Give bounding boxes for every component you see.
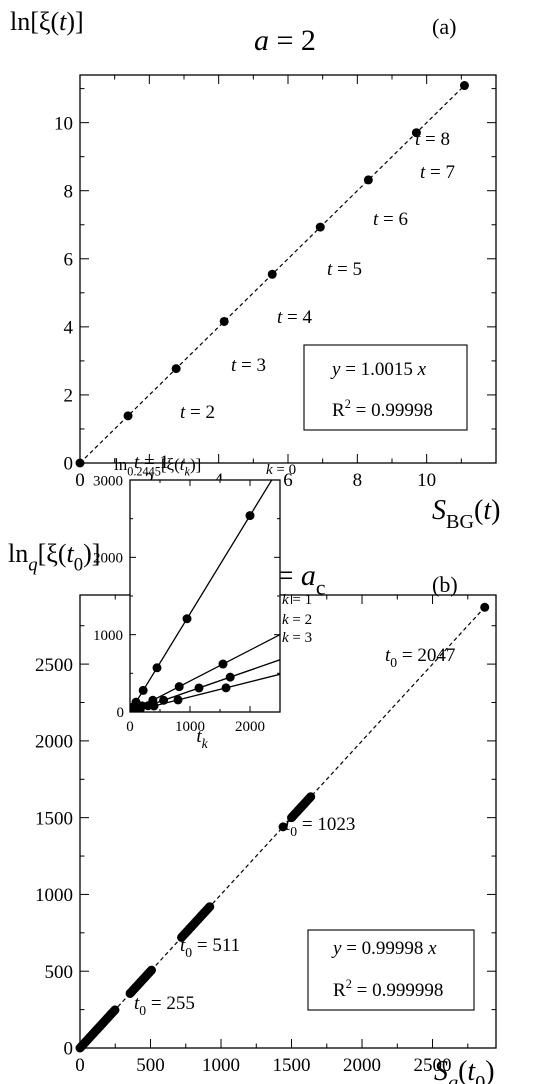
panel-b-point (306, 792, 316, 802)
inset-point (138, 685, 148, 695)
inset-ytick-label: 0 (117, 705, 125, 721)
a-xtick-label: 8 (353, 470, 363, 491)
panel-a-point (411, 128, 421, 138)
panel-a-annotation-5: t = 5 (327, 259, 362, 280)
inset-point (173, 695, 183, 705)
inset-plot-area (130, 480, 280, 712)
panel-a-annotation-1: t = 1 (134, 452, 169, 473)
panel-b-annotation-1: t0 = 511 (180, 935, 240, 960)
panel-b-point (146, 965, 156, 975)
inset-ytick-label: 3000 (93, 473, 123, 489)
panel-b-fit-equation: y = 0.99998 x (331, 938, 437, 959)
a-ytick-label: 0 (64, 454, 74, 475)
inset-xlabel: tk (196, 726, 208, 751)
panel-a-xlabel: SBG(t) (432, 495, 500, 533)
panel-b-ylabel: lnq[ξ(t0)] (8, 539, 100, 575)
panel-a-point (267, 269, 277, 279)
inset-ytick-label: 2000 (93, 551, 123, 567)
panel-b-fit-r2: R2 = 0.999998 (333, 977, 443, 1001)
panel-b-point (205, 902, 215, 912)
panel-a-point (363, 175, 373, 185)
a-ytick-label: 10 (54, 113, 73, 134)
panel-a-point (219, 316, 229, 326)
b-xtick-label: 500 (136, 1055, 165, 1076)
a-xtick-label: 0 (75, 470, 85, 491)
panel-a-title: a = 2 (254, 24, 316, 57)
panel-b-fit-box (307, 929, 475, 1011)
b-xtick-label: 1000 (202, 1055, 240, 1076)
inset-series-label-1: k = 1 (282, 592, 312, 608)
inset-point (130, 707, 135, 712)
panel-a-point (123, 411, 133, 421)
a-ytick-label: 6 (64, 249, 74, 270)
inset-ylabel: ln0.2445[ξ(tk)] (114, 455, 201, 478)
panel-a-annotation-2: t = 2 (180, 402, 215, 423)
a-xtick-label: 10 (417, 470, 436, 491)
panel-b-point (110, 1005, 120, 1015)
a-ytick-label: 4 (64, 318, 74, 339)
panel-b-xlabel: Sq(t0) (434, 1056, 495, 1084)
b-xtick-label: 1500 (273, 1055, 311, 1076)
b-xtick-label: 2000 (343, 1055, 381, 1076)
panel-a-point (171, 364, 181, 374)
inset-background (130, 480, 280, 712)
inset-point (149, 701, 159, 711)
inset-point (218, 659, 228, 669)
panel-b-point (278, 822, 288, 832)
panel-a-annotation-6: t = 6 (373, 209, 408, 230)
panel-b-annotation-3: t0 = 2047 (385, 645, 455, 670)
panel-a-annotation-4: t = 4 (277, 307, 312, 328)
a-xtick-label: 6 (283, 470, 293, 491)
b-ytick-label: 500 (45, 962, 74, 983)
b-xtick-label: 0 (75, 1055, 85, 1076)
inset-xtick-label: 2000 (235, 719, 265, 735)
panel-b-axes (79, 594, 497, 1049)
b-ytick-label: 1500 (35, 808, 73, 829)
panel-a-annotation-3: t = 3 (231, 355, 266, 376)
a-ytick-label: 2 (64, 386, 74, 407)
b-ytick-label: 2000 (35, 732, 73, 753)
panel-a-ylabel: ln[ξ(t)] (10, 7, 84, 36)
inset-series-label-0: k = 0 (266, 462, 296, 478)
a-ytick-label: 8 (64, 181, 74, 202)
inset-point (152, 663, 162, 673)
inset-point (182, 614, 192, 624)
inset-point (174, 682, 184, 692)
inset-point (245, 511, 255, 521)
b-xtick-label: 2500 (414, 1055, 452, 1076)
panel-a-tag: (a) (432, 14, 456, 39)
panel-a-annotation-7: t = 7 (420, 162, 455, 183)
panel-a-fit-r2: R2 = 0.99998 (332, 397, 433, 421)
panel-a-fit-box (303, 344, 468, 431)
inset-point (225, 672, 235, 682)
inset-xtick-label: 1000 (175, 719, 205, 735)
panel-b-annotation-0: t0 = 255 (134, 993, 195, 1018)
panel-a-annotation-8: t = 8 (415, 129, 450, 150)
panel-b-tag: (b) (432, 572, 458, 597)
b-ytick-label: 2500 (35, 655, 73, 676)
panel-a-fit-equation: y = 1.0015 x (330, 359, 427, 380)
panel-a-point (459, 81, 469, 91)
panel-b-point (480, 602, 490, 612)
inset-series-label-2: k = 2 (282, 612, 312, 628)
inset-point (194, 683, 204, 693)
inset-series-label-3: k = 3 (282, 630, 312, 646)
b-ytick-label: 0 (64, 1039, 74, 1060)
panel-a-point (315, 222, 325, 232)
b-ytick-label: 1000 (35, 885, 73, 906)
inset-ytick-label: 1000 (93, 628, 123, 644)
panel-b-annotation-2: t0 = 1023 (285, 814, 355, 839)
inset-xtick-label: 0 (126, 719, 134, 735)
inset-point (221, 683, 231, 693)
panel-a-point (75, 458, 85, 468)
inset-point (135, 704, 145, 712)
